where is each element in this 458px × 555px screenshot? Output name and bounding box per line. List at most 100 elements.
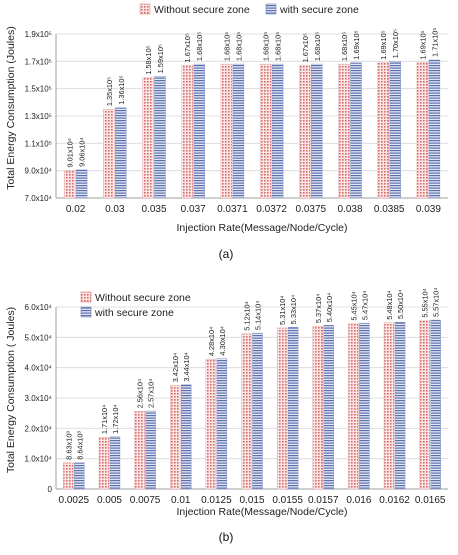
bar-with-secure-zone [430, 319, 441, 490]
chart-a-x-axis-label: Injection Rate(Message/Node/Cycle) [177, 222, 348, 234]
bar-with-secure-zone [428, 59, 441, 199]
data-label: 2.57x10⁴ [147, 379, 156, 408]
chart-a-data-labels: 9.01x10⁴ 9.06x10⁴ 1.35x10⁵ 1.36x10⁵ 1.58x10⁵… [66, 28, 440, 168]
bar-with-secure-zone [145, 410, 156, 490]
chart-b-x-axis-label: Injection Rate(Message/Node/Cycle) [177, 506, 348, 518]
data-label: 9.01x10⁴ [66, 138, 75, 167]
data-label: 5.55x10⁴ [421, 288, 430, 317]
chart-b-axes [55, 307, 448, 490]
data-label: 1.71x10⁵ [430, 28, 439, 57]
data-label: 5.57x10⁴ [432, 288, 441, 317]
bar-without-secure-zone [348, 323, 359, 490]
y-tick-label: 5.0x10⁴ [25, 333, 53, 342]
bar-without-secure-zone [205, 358, 217, 490]
bar-without-secure-zone [299, 65, 311, 199]
bar-with-secure-zone [350, 62, 362, 199]
legend-b-swatch-without [80, 291, 92, 303]
chart-a-gridlines [56, 33, 448, 199]
chart-b-legend: Without secure zone with secure zone [80, 291, 191, 319]
data-label: 1.69x10⁵ [352, 30, 361, 59]
data-label: 5.33x10⁴ [289, 295, 298, 324]
x-tick-label: 0.01 [171, 495, 191, 506]
data-label: 1.71x10⁴ [100, 405, 109, 434]
data-label: 9.06x10⁴ [78, 137, 87, 166]
bar-without-secure-zone [419, 320, 430, 490]
data-label: 1.68x10⁵ [234, 32, 243, 61]
y-tick-label: 9.0x10⁴ [25, 167, 53, 176]
bar-without-secure-zone [276, 327, 288, 490]
data-label: 1.68x10⁵ [195, 32, 204, 61]
chart-a-x-tick-labels: 0.02 0.03 0.035 0.037 0.0371 0.0372 0.0375 0.03… [66, 204, 441, 215]
x-tick-label: 0.038 [337, 204, 362, 215]
bar-without-secure-zone [338, 63, 350, 199]
chart-b-y-axis-label: Total Energy Consumption ( Joules) [5, 307, 17, 473]
data-label: 8.63x10³ [64, 431, 73, 460]
x-tick-label: 0.0157 [308, 495, 339, 506]
x-tick-label: 0.0155 [272, 495, 303, 506]
bar-without-secure-zone [63, 462, 74, 490]
bar-with-secure-zone [115, 107, 127, 199]
bar-without-secure-zone [181, 65, 193, 199]
data-label: 5.45x10⁴ [349, 291, 358, 320]
data-label: 1.67x10⁵ [301, 33, 310, 62]
bar-with-secure-zone [74, 462, 85, 490]
y-tick-label: 2.0x10⁴ [25, 424, 53, 433]
x-tick-label: 0.039 [416, 204, 441, 215]
bar-with-secure-zone [252, 332, 263, 490]
bar-without-secure-zone [383, 322, 395, 490]
data-label: 5.50x10⁴ [396, 290, 405, 319]
bar-with-secure-zone [75, 169, 88, 199]
bar-without-secure-zone [103, 108, 115, 199]
x-tick-label: 0.037 [181, 204, 206, 215]
legend-a-label-with: with secure zone [279, 4, 359, 16]
x-tick-label: 0.0025 [59, 495, 90, 506]
bar-with-secure-zone [216, 358, 228, 490]
bar-with-secure-zone [287, 327, 299, 490]
y-tick-label: 3.0x10⁴ [25, 394, 53, 403]
x-tick-label: 0.0075 [130, 495, 161, 506]
bar-without-secure-zone [312, 325, 323, 490]
chart-b-bars [63, 319, 441, 490]
data-label: 5.48x10⁴ [385, 290, 394, 319]
data-label: 1.68x10⁵ [274, 32, 283, 61]
bar-without-secure-zone [259, 63, 272, 199]
data-label: 1.67x10⁵ [183, 33, 192, 62]
legend-a-swatch-without [139, 3, 151, 15]
bar-with-secure-zone [359, 322, 370, 490]
y-tick-label: 6.0x10⁴ [25, 303, 53, 312]
x-tick-label: 0.03 [105, 204, 125, 215]
legend-b-label-without: Without secure zone [95, 292, 191, 304]
bar-without-secure-zone [220, 63, 233, 199]
bar-with-secure-zone [394, 321, 406, 490]
chart-b-y-tick-labels: 0 1.0x10⁴ 2.0x10⁴ 3.0x10⁴ 4.0x10⁴ 5.0x10⁴ 6.0x… [25, 303, 53, 494]
chart-b-x-tick-labels: 0.0025 0.005 0.0075 0.01 0.0125 0.015 0.0155 0.… [59, 495, 446, 506]
data-label: 1.68x10⁵ [262, 32, 271, 61]
y-tick-label: 1.9x10⁵ [25, 30, 52, 39]
data-label: 2.56x10⁴ [136, 379, 145, 408]
data-label: 5.12x10⁴ [243, 301, 252, 330]
data-label: 5.40x10⁴ [325, 293, 334, 322]
bar-with-secure-zone [271, 63, 284, 199]
data-label: 1.36x10⁵ [117, 75, 126, 104]
data-label: 1.69x10⁵ [379, 30, 388, 59]
bar-without-secure-zone [416, 62, 429, 199]
y-tick-label: 1.3x10⁵ [25, 112, 52, 121]
bar-without-secure-zone [377, 62, 389, 199]
chart-b-panel-label: (b) [219, 530, 234, 544]
data-label: 1.68x10⁵ [313, 32, 322, 61]
data-label: 5.37x10⁴ [314, 294, 323, 323]
bar-with-secure-zone [109, 436, 121, 490]
data-label: 3.42x10⁴ [171, 353, 180, 382]
bar-with-secure-zone [323, 325, 334, 490]
x-tick-label: 0.0385 [374, 204, 405, 215]
x-tick-label: 0.0165 [415, 495, 446, 506]
y-tick-label: 7.0x10⁴ [25, 194, 53, 203]
legend-b-swatch-with [80, 306, 92, 318]
bar-with-secure-zone [232, 63, 245, 199]
chart-panel-b: 8.63x10³ 8.64x10³ 1.71x10⁴ 1.72x10⁴ 2.56x10⁴… [5, 288, 448, 544]
chart-a-panel-label: (a) [219, 247, 234, 261]
data-label: 5.14x10⁴ [254, 301, 263, 330]
x-tick-label: 0.0125 [201, 495, 232, 506]
data-label: 1.69x10⁵ [418, 30, 427, 59]
